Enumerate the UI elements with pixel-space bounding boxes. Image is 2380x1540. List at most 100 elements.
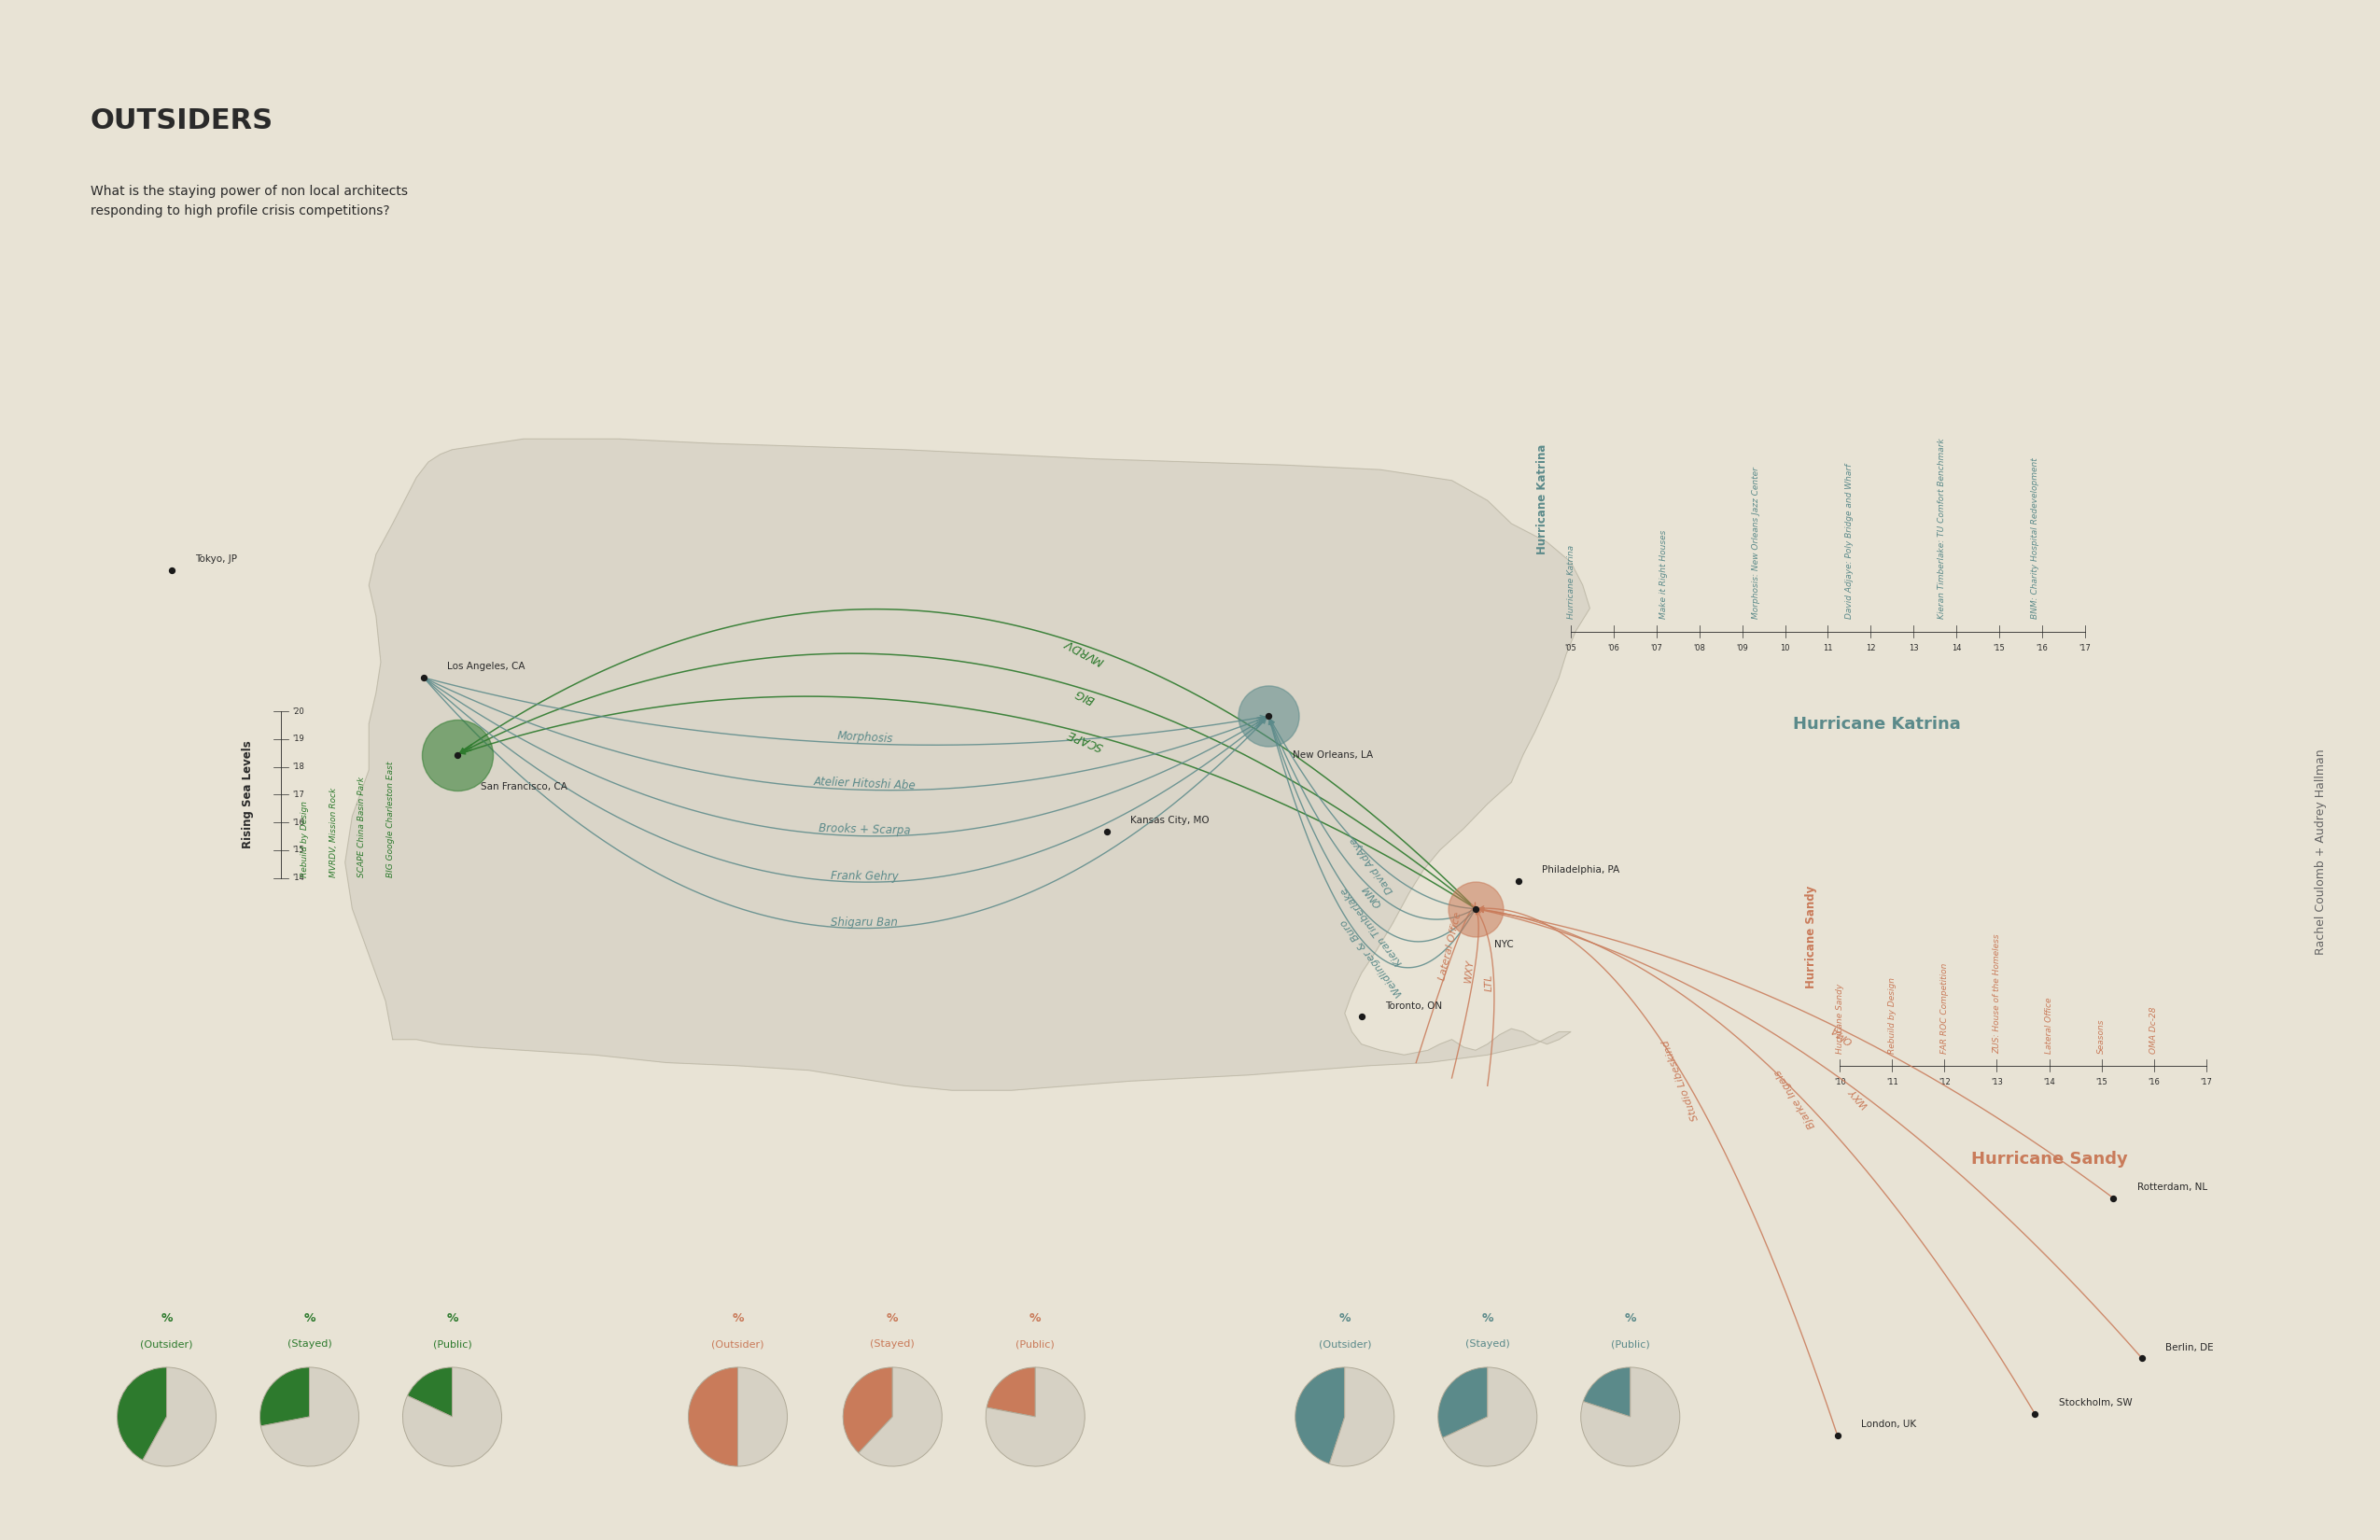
Text: Los Angeles, CA: Los Angeles, CA [447,662,526,671]
Text: Tokyo, JP: Tokyo, JP [195,554,238,564]
Text: Lateral Office: Lateral Office [2044,996,2054,1053]
Polygon shape [345,439,1590,1090]
Point [152,557,190,582]
Text: %: % [1626,1312,1635,1324]
Text: 13: 13 [1909,644,1918,651]
Wedge shape [117,1368,167,1460]
Point [1457,896,1495,921]
Text: David AdAye: David AdAye [1349,835,1395,895]
Text: David Adjaye: Poly Bridge and Wharf: David Adjaye: Poly Bridge and Wharf [1844,464,1854,619]
Text: '16: '16 [2147,1078,2161,1086]
Text: 11: 11 [1823,644,1833,651]
Text: What is the staying power of non local architects
responding to high profile cri: What is the staying power of non local a… [90,185,407,217]
Point [2123,1346,2161,1371]
Text: Philadelphia, PA: Philadelphia, PA [1542,865,1621,875]
Text: '15: '15 [2094,1078,2109,1086]
Text: BIG: BIG [1073,685,1097,705]
Text: %: % [888,1312,897,1324]
Wedge shape [143,1368,217,1466]
Text: FAR ROC Competition: FAR ROC Competition [1940,962,1949,1053]
Text: %: % [305,1312,314,1324]
Point [1499,869,1537,893]
Text: Lateral Office: Lateral Office [1438,912,1464,981]
Text: '16: '16 [293,818,305,827]
Text: (Public): (Public) [1016,1340,1054,1349]
Wedge shape [1580,1368,1680,1466]
Text: Toronto, ON: Toronto, ON [1385,1001,1442,1010]
Text: BIG Google Charleston East: BIG Google Charleston East [386,762,395,878]
Text: '20: '20 [293,707,305,716]
Text: Berlin, DE: Berlin, DE [2166,1343,2213,1352]
Text: %: % [1340,1312,1349,1324]
Text: %: % [1483,1312,1492,1324]
Text: Frank Gehry: Frank Gehry [831,870,900,882]
Text: Morphosis: New Orleans Jazz Center: Morphosis: New Orleans Jazz Center [1752,467,1761,619]
Text: %: % [162,1312,171,1324]
Text: SCAPE China Basin Park: SCAPE China Basin Park [357,776,367,878]
Text: OMA: OMA [1830,1024,1854,1046]
Text: 10: 10 [1780,644,1790,651]
Wedge shape [688,1368,738,1466]
Text: MVRDV: MVRDV [1061,636,1107,667]
Text: 12: 12 [1866,644,1875,651]
Point [438,742,476,767]
Text: %: % [1031,1312,1040,1324]
Text: Weidlinger & Buro: Weidlinger & Buro [1340,916,1404,998]
Text: Hurricane Katrina: Hurricane Katrina [1566,545,1576,619]
Text: Rachel Coulomb + Audrey Hallman: Rachel Coulomb + Audrey Hallman [2313,748,2328,955]
Wedge shape [859,1368,942,1466]
Text: Hurricane Sandy: Hurricane Sandy [1804,885,1818,989]
Text: WXY: WXY [1464,958,1476,983]
Text: Rotterdam, NL: Rotterdam, NL [2137,1183,2206,1192]
Point [2094,1186,2132,1210]
Text: (Public): (Public) [1611,1340,1649,1349]
Text: Stockholm, SW: Stockholm, SW [2059,1398,2132,1408]
Text: New Orleans, LA: New Orleans, LA [1292,750,1373,759]
Wedge shape [1438,1368,1488,1438]
Text: Kansas City, MO: Kansas City, MO [1130,816,1209,825]
Point [405,665,443,690]
Text: OUTSIDERS: OUTSIDERS [90,108,274,136]
Text: WXY: WXY [1847,1084,1868,1109]
Text: Bjarke Ingels: Bjarke Ingels [1773,1067,1818,1129]
Wedge shape [262,1368,359,1466]
Point [1342,1004,1380,1029]
Wedge shape [738,1368,788,1466]
Point [1088,819,1126,844]
Text: Kieran Timberlake: TU Comfort Benchmark: Kieran Timberlake: TU Comfort Benchmark [1937,439,1947,619]
Text: Morphosis: Morphosis [835,730,892,745]
Text: %: % [447,1312,457,1324]
Text: '19: '19 [293,735,305,744]
Wedge shape [1442,1368,1537,1466]
Text: '06: '06 [1606,644,1621,651]
Text: (Stayed): (Stayed) [871,1340,914,1349]
Text: '10: '10 [1833,1078,1847,1086]
Text: (Stayed): (Stayed) [1466,1340,1509,1349]
Text: '09: '09 [1735,644,1747,651]
Wedge shape [988,1368,1035,1417]
Text: LTL: LTL [1485,975,1495,992]
Text: QNM: QNM [1361,882,1383,909]
Text: '17: '17 [2199,1078,2213,1086]
Wedge shape [843,1368,892,1452]
Text: '08: '08 [1692,644,1706,651]
Wedge shape [1583,1368,1630,1417]
Point [1250,704,1288,728]
Text: Shigaru Ban: Shigaru Ban [831,916,897,929]
Text: Studio Libeskind: Studio Libeskind [1661,1038,1699,1121]
Text: '13: '13 [1990,1078,2004,1086]
Text: BNM: Charity Hospital Redevelopment: BNM: Charity Hospital Redevelopment [2030,457,2040,619]
Text: Hurricane Katrina: Hurricane Katrina [1792,716,1961,733]
Text: Atelier Hitoshi Abe: Atelier Hitoshi Abe [814,776,916,792]
Text: Make it Right Houses: Make it Right Houses [1659,530,1668,619]
Text: '15: '15 [1992,644,2004,651]
Text: (Stayed): (Stayed) [288,1340,331,1349]
Text: Seasons: Seasons [2097,1018,2106,1053]
Text: '17: '17 [2078,644,2092,651]
Text: SCAPE: SCAPE [1066,727,1104,752]
Wedge shape [1330,1368,1395,1466]
Point [438,742,476,767]
Text: Brooks + Scarpa: Brooks + Scarpa [819,822,912,838]
Text: Rebuild by Design: Rebuild by Design [300,801,309,878]
Text: OMA Dc-28: OMA Dc-28 [2149,1006,2159,1053]
